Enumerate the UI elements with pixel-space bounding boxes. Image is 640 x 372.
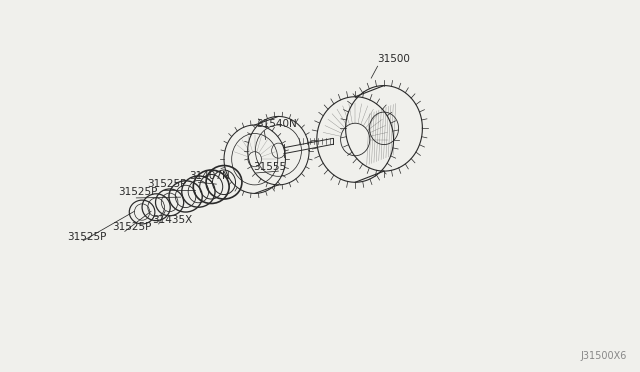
Text: 31407N: 31407N <box>189 171 230 181</box>
Text: 31435X: 31435X <box>152 215 193 225</box>
Text: 31500: 31500 <box>378 54 410 64</box>
Text: J31500X6: J31500X6 <box>581 351 627 361</box>
Text: 31525P: 31525P <box>147 179 187 189</box>
Text: 31525P: 31525P <box>67 232 107 242</box>
Text: 31540N: 31540N <box>256 119 297 129</box>
Text: 31555: 31555 <box>253 162 286 172</box>
Text: 31525P: 31525P <box>118 187 158 197</box>
Text: 31525P: 31525P <box>112 222 152 232</box>
